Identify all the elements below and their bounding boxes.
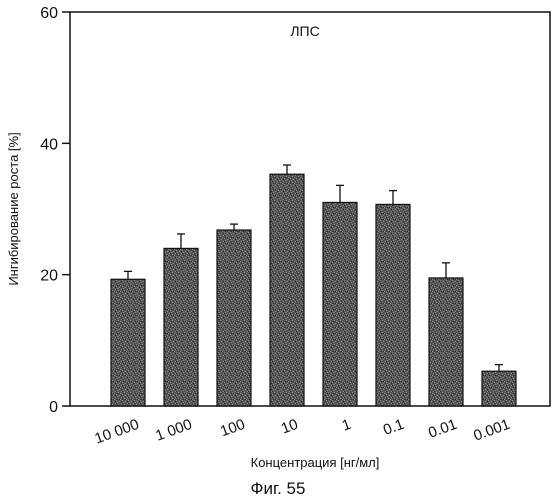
bars: [111, 165, 516, 406]
y-axis-title: Ингибирование роста [%]: [6, 132, 21, 285]
x-tick-label: 1 000: [153, 416, 194, 445]
bar: [164, 248, 198, 406]
x-tick-label: 1: [340, 416, 354, 435]
x-tick-label: 0.1: [381, 416, 406, 439]
x-tick-label: 0.001: [471, 416, 512, 445]
x-tick-label: 10 000: [92, 416, 141, 448]
bar: [111, 279, 145, 406]
plot-annotation: ЛПС: [290, 23, 319, 39]
bar: [323, 202, 357, 406]
plot-area: 0 20 40 60 10 000 1 000 100 10 1 0.1 0.01 0.001: [40, 5, 550, 447]
bar: [429, 278, 463, 406]
y-tick-label: 40: [40, 136, 58, 153]
x-axis: 10 000 1 000 100 10 1 0.1 0.01 0.001: [92, 416, 512, 448]
x-tick-label: 10: [279, 416, 300, 438]
y-tick-label: 20: [40, 268, 58, 285]
x-tick-label: 0.01: [426, 416, 459, 442]
y-axis: 0 20 40 60: [40, 5, 70, 416]
bar: [217, 230, 251, 406]
x-axis-title: Концентрация [нг/мл]: [251, 455, 380, 470]
bar: [376, 204, 410, 406]
figure-caption: Фиг. 55: [251, 479, 306, 498]
x-tick-label: 100: [218, 416, 247, 441]
y-tick-label: 60: [40, 5, 58, 22]
bar: [270, 174, 304, 406]
bar: [482, 371, 516, 406]
y-tick-label: 0: [49, 399, 58, 416]
